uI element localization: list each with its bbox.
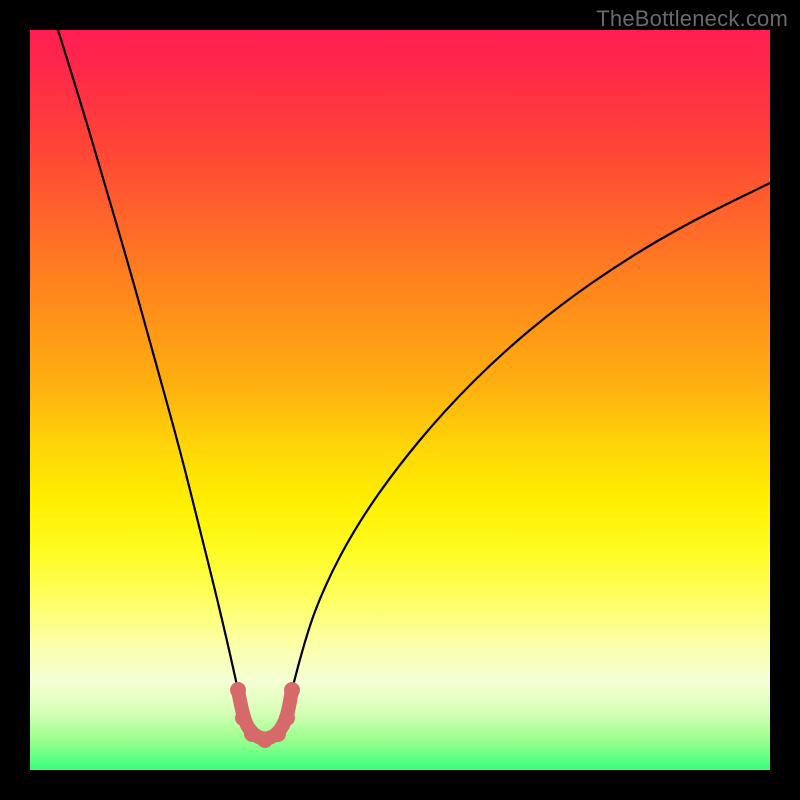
curve-u-dots — [230, 682, 300, 748]
u-shape-dot — [230, 682, 246, 698]
bottleneck-curve-chart — [30, 30, 770, 770]
u-shape-dot — [284, 682, 300, 698]
curve-right-branch — [292, 183, 770, 690]
u-shape-dot — [235, 710, 251, 726]
u-shape-dot — [270, 726, 286, 742]
u-shape-dot — [279, 710, 295, 726]
curve-left-branch — [58, 30, 238, 690]
watermark-text: TheBottleneck.com — [596, 6, 788, 32]
